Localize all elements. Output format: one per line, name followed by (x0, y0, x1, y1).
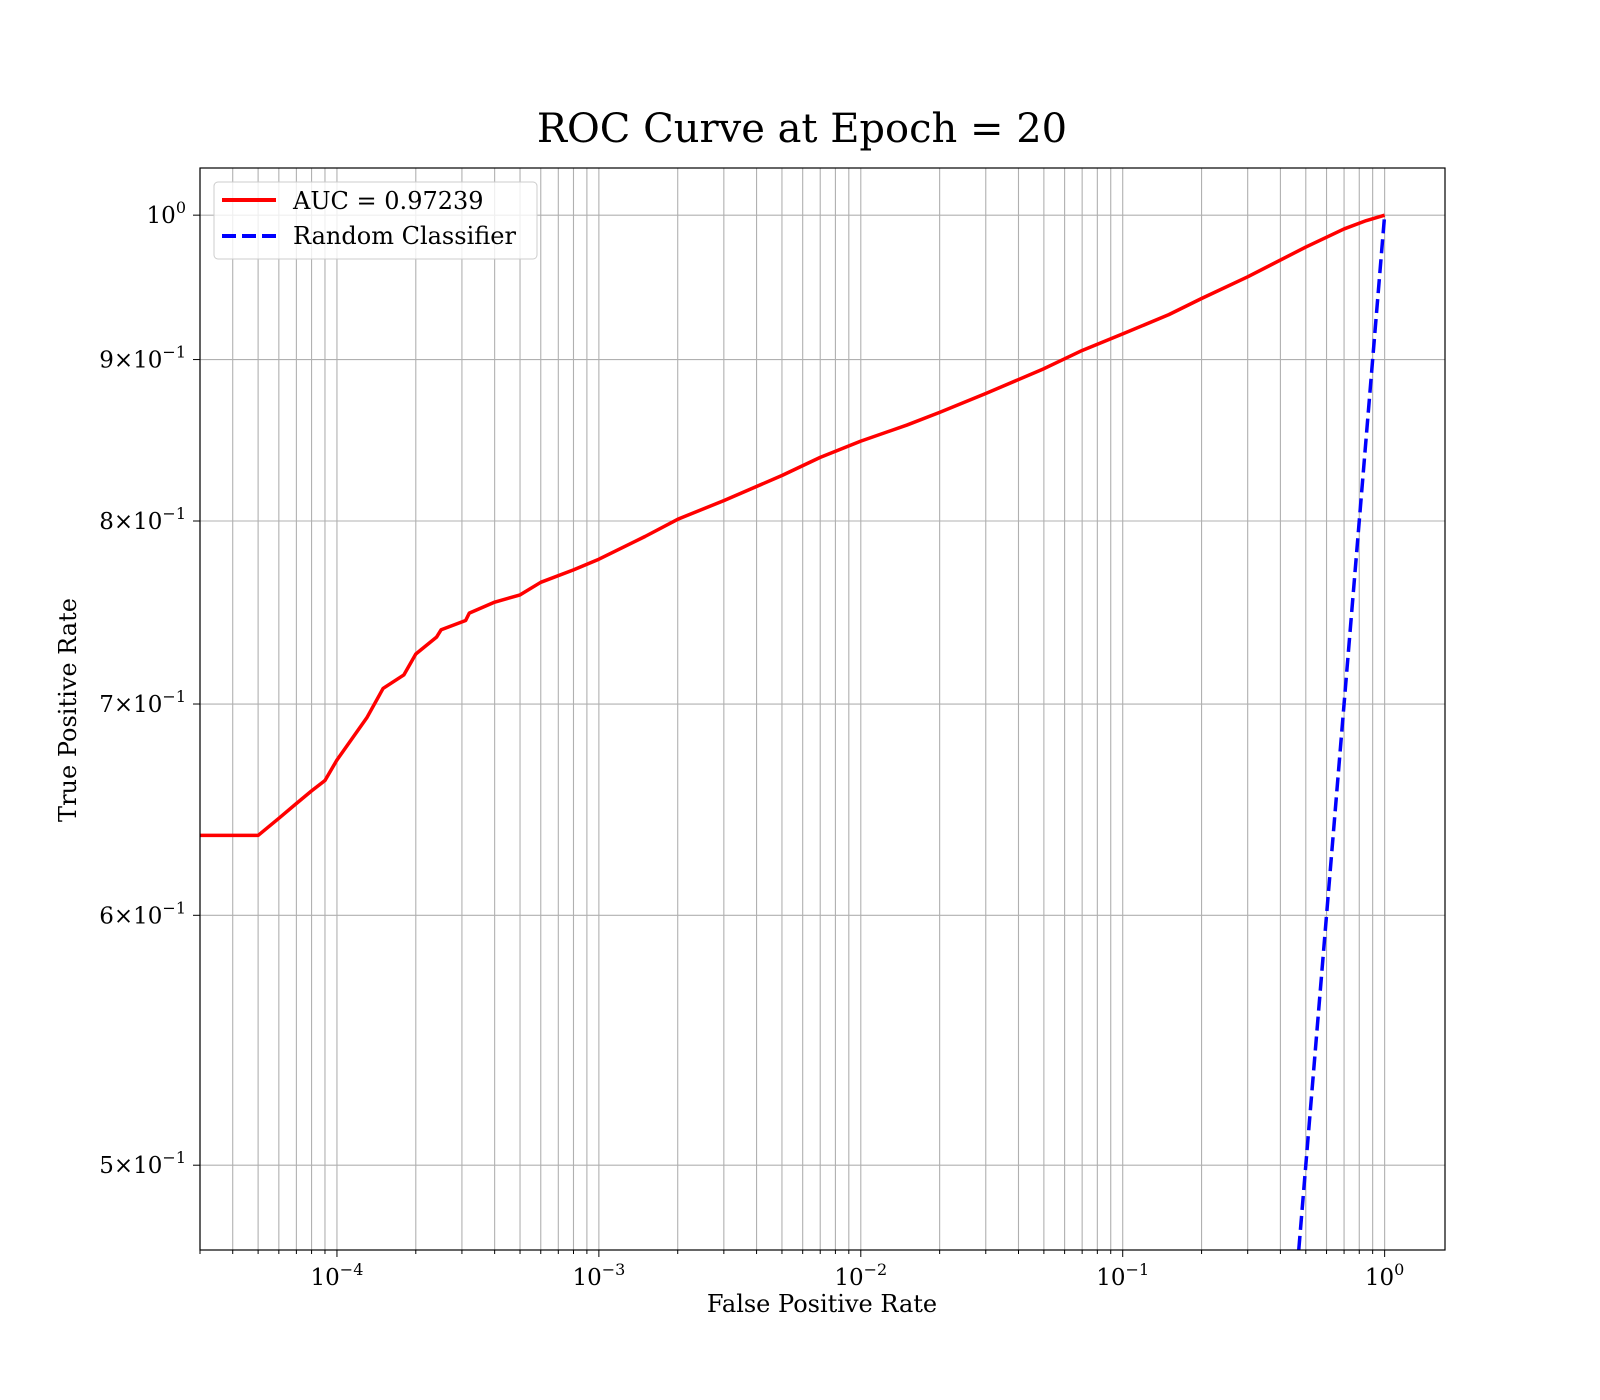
x-tick-label: 10−4 (311, 1260, 364, 1291)
x-tick-label: 10−2 (834, 1260, 887, 1291)
x-tick-label: 10−1 (1096, 1260, 1149, 1291)
y-tick-label: 5×10−1 (99, 1148, 186, 1179)
y-tick-label: 8×10−1 (99, 504, 186, 535)
y-axis-label: True Positive Rate (54, 598, 82, 822)
legend-box (213, 181, 538, 260)
grid-lines (199, 168, 1445, 1250)
y-tick-label: 7×10−1 (99, 687, 186, 718)
y-tick-label: 6×10−1 (99, 898, 186, 929)
tick-labels: 10−4 10−3 10−2 10−1 100 100 9×10−1 8×10−1 7×10−1… (99, 198, 1404, 1291)
random-classifier-line (1297, 215, 1387, 1250)
series-layer (200, 213, 1387, 1250)
roc-curve-line (200, 213, 1386, 838)
legend: AUC = 0.97239 Random Classifier (213, 181, 538, 260)
x-tick-label: 10−3 (572, 1260, 625, 1291)
legend-label-random: Random Classifier (293, 222, 516, 250)
plot-frame (199, 167, 1446, 1251)
y-tick-label: 9×10−1 (99, 343, 186, 374)
x-axis-label: False Positive Rate (707, 1290, 937, 1318)
x-tick-label: 100 (1365, 1260, 1404, 1291)
y-tick-label: 100 (147, 198, 186, 229)
chart-title: ROC Curve at Epoch = 20 (537, 106, 1067, 152)
tick-marks (193, 214, 1386, 1257)
legend-label-auc: AUC = 0.97239 (292, 187, 484, 215)
